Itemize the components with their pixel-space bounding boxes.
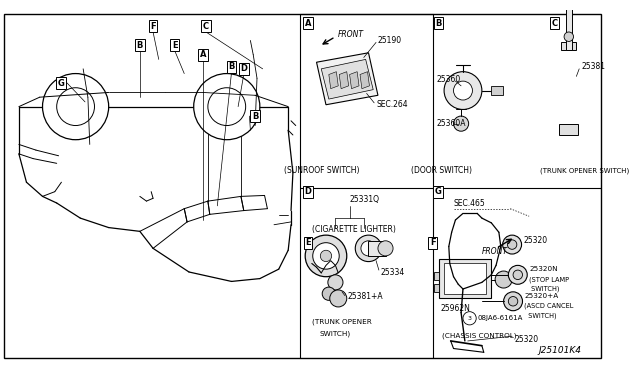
- Text: B: B: [228, 62, 235, 71]
- Circle shape: [361, 241, 376, 256]
- Text: 25334: 25334: [381, 269, 405, 278]
- Circle shape: [355, 235, 381, 262]
- Circle shape: [320, 250, 332, 262]
- Circle shape: [305, 235, 347, 277]
- Circle shape: [42, 74, 109, 140]
- Circle shape: [508, 265, 527, 284]
- Circle shape: [564, 32, 573, 41]
- Text: 25381: 25381: [581, 62, 605, 71]
- Circle shape: [508, 240, 517, 249]
- Text: SEC.465: SEC.465: [454, 199, 485, 208]
- Text: E: E: [172, 41, 178, 50]
- Bar: [434, 272, 439, 279]
- Circle shape: [508, 296, 518, 306]
- Polygon shape: [349, 72, 359, 89]
- Text: A: A: [305, 19, 311, 28]
- Text: F: F: [150, 22, 156, 31]
- Text: FRONT: FRONT: [482, 247, 508, 256]
- Bar: [444, 263, 486, 294]
- Circle shape: [444, 72, 482, 109]
- Bar: [566, 0, 572, 50]
- Text: SWITCH): SWITCH): [529, 286, 559, 292]
- Text: (STOP LAMP: (STOP LAMP: [529, 276, 569, 283]
- Circle shape: [513, 270, 522, 279]
- Text: G: G: [58, 78, 65, 87]
- Text: E: E: [305, 238, 311, 247]
- Circle shape: [57, 88, 95, 125]
- Polygon shape: [339, 72, 349, 89]
- Bar: [492, 86, 502, 95]
- Text: (CHASSIS CONTROL): (CHASSIS CONTROL): [442, 333, 516, 340]
- Circle shape: [454, 81, 472, 100]
- Circle shape: [194, 74, 260, 140]
- Bar: [559, 124, 579, 135]
- Polygon shape: [360, 72, 369, 89]
- Polygon shape: [329, 72, 339, 89]
- Text: 25360: 25360: [436, 75, 461, 84]
- Circle shape: [504, 292, 522, 311]
- Text: J25101K4: J25101K4: [539, 346, 582, 355]
- Bar: [561, 42, 577, 50]
- Polygon shape: [321, 60, 373, 99]
- Text: SEC.264: SEC.264: [376, 100, 408, 109]
- Circle shape: [322, 287, 335, 300]
- Text: 3: 3: [468, 316, 472, 321]
- Circle shape: [328, 275, 343, 290]
- Text: F: F: [430, 238, 436, 247]
- Text: (ASCD CANCEL: (ASCD CANCEL: [524, 303, 574, 309]
- Text: B: B: [252, 112, 259, 121]
- Text: (TRUNK OPENER: (TRUNK OPENER: [312, 319, 372, 325]
- Text: (SUNROOF SWITCH): (SUNROOF SWITCH): [284, 166, 359, 175]
- Circle shape: [454, 116, 468, 131]
- Text: D: D: [305, 187, 312, 196]
- Text: FRONT: FRONT: [337, 31, 364, 39]
- Text: 25360A: 25360A: [436, 119, 466, 128]
- Text: 25381+A: 25381+A: [348, 292, 383, 301]
- Text: 25320: 25320: [524, 236, 548, 245]
- Text: 25320: 25320: [514, 334, 538, 344]
- Text: (DOOR SWITCH): (DOOR SWITCH): [411, 166, 472, 175]
- Text: 25331Q: 25331Q: [349, 195, 380, 204]
- Circle shape: [378, 241, 393, 256]
- Text: 25962N: 25962N: [440, 304, 470, 313]
- Circle shape: [208, 88, 246, 125]
- Text: A: A: [200, 50, 206, 59]
- Text: B: B: [435, 19, 442, 28]
- Circle shape: [495, 271, 512, 288]
- Text: 25320+A: 25320+A: [524, 293, 559, 299]
- Text: 08JA6-6161A: 08JA6-6161A: [477, 315, 522, 321]
- Polygon shape: [317, 53, 378, 105]
- Text: C: C: [552, 19, 557, 28]
- Text: (TRUNK OPENER SWITCH): (TRUNK OPENER SWITCH): [540, 168, 630, 174]
- Text: 25320N: 25320N: [529, 266, 557, 272]
- Bar: [439, 259, 492, 298]
- Text: 25190: 25190: [378, 36, 402, 45]
- Text: SWITCH): SWITCH): [524, 312, 557, 319]
- Bar: [434, 284, 439, 292]
- Text: C: C: [203, 22, 209, 31]
- Text: SWITCH): SWITCH): [319, 330, 351, 337]
- Bar: [369, 241, 385, 256]
- Circle shape: [313, 243, 339, 269]
- Text: D: D: [240, 64, 247, 73]
- Text: (CIGARETTE LIGHTER): (CIGARETTE LIGHTER): [312, 225, 396, 234]
- Text: G: G: [435, 187, 442, 196]
- Text: B: B: [137, 41, 143, 50]
- Circle shape: [330, 290, 347, 307]
- Circle shape: [502, 235, 522, 254]
- Circle shape: [463, 312, 476, 325]
